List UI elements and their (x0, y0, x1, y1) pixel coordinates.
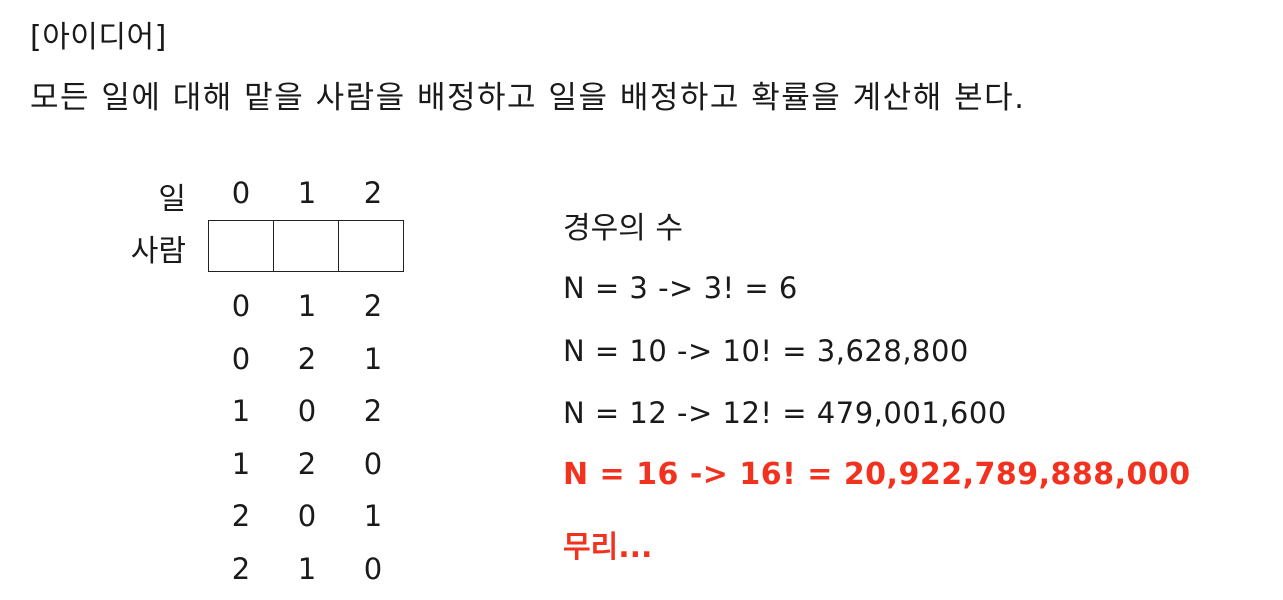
calc-line-n3: N = 3 -> 3! = 6 (563, 271, 798, 305)
permutation-cell: 2 (363, 289, 383, 324)
permutation-cell: 0 (363, 446, 383, 481)
permutation-cell: 1 (231, 446, 251, 481)
permutation-cell: 2 (231, 499, 251, 534)
permutation-cell: 1 (297, 289, 317, 324)
permutation-cell: 2 (297, 446, 317, 481)
column-header-2: 2 (363, 176, 383, 210)
conclusion-text: 무리... (563, 530, 653, 565)
permutation-row: 1 0 2 (208, 385, 406, 438)
permutation-row: 1 2 0 (208, 438, 406, 491)
calc-line-n12: N = 12 -> 12! = 479,001,600 (563, 396, 1007, 430)
permutation-cell: 1 (231, 394, 251, 429)
calc-line-n10: N = 10 -> 10! = 3,628,800 (563, 334, 969, 368)
grid-cell-2 (339, 221, 403, 271)
permutation-row: 2 0 1 (208, 490, 406, 543)
cases-title: 경우의 수 (563, 211, 683, 246)
permutation-cell: 2 (297, 341, 317, 376)
permutation-cell: 0 (297, 499, 317, 534)
permutation-cell: 0 (231, 341, 251, 376)
permutation-row: 2 1 0 (208, 543, 406, 596)
idea-description: 모든 일에 대해 맡을 사람을 배정하고 일을 배정하고 확률을 계산해 본다. (30, 80, 1026, 116)
permutation-cell: 2 (363, 394, 383, 429)
section-tag: [아이디어] (30, 20, 167, 55)
permutation-cell: 1 (363, 499, 383, 534)
permutation-cell: 1 (363, 341, 383, 376)
grid-cell-0 (209, 221, 274, 271)
permutation-cell: 1 (297, 551, 317, 586)
permutation-row: 0 2 1 (208, 333, 406, 386)
assignment-grid (208, 220, 404, 272)
row-label-work: 일 (158, 182, 186, 217)
permutation-list: 0 1 2 0 2 1 1 0 2 1 2 0 2 0 1 2 1 0 (208, 280, 406, 595)
column-header-1: 1 (297, 176, 317, 210)
grid-cell-1 (274, 221, 339, 271)
permutation-cell: 0 (231, 289, 251, 324)
permutation-row: 0 1 2 (208, 280, 406, 333)
permutation-cell: 2 (231, 551, 251, 586)
permutation-cell: 0 (297, 394, 317, 429)
column-header-0: 0 (231, 176, 251, 210)
calc-line-n16-highlight: N = 16 -> 16! = 20,922,789,888,000 (563, 457, 1191, 492)
row-label-person: 사람 (130, 234, 186, 269)
permutation-cell: 0 (363, 551, 383, 586)
